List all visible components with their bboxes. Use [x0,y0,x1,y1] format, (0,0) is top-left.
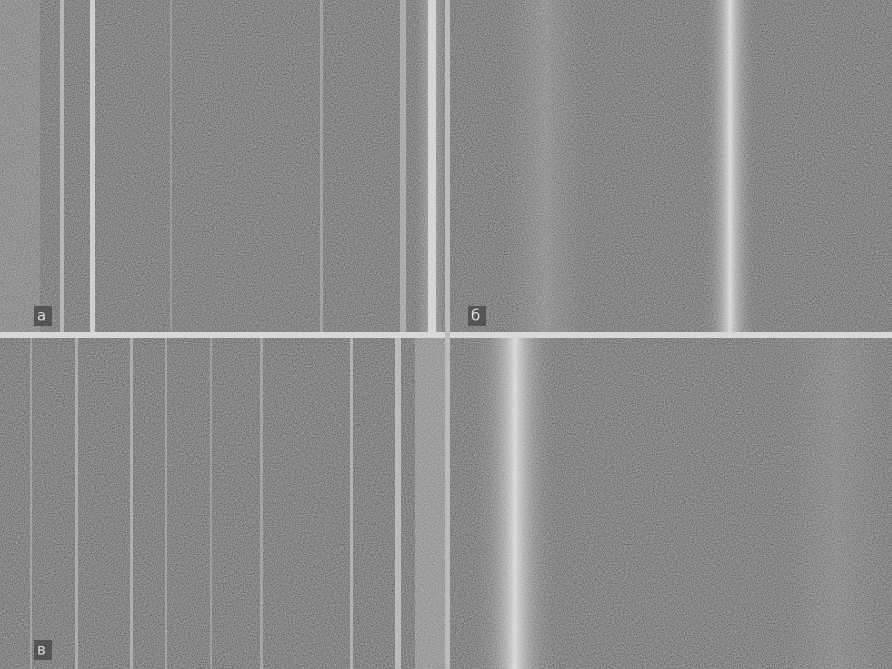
panel-c [0,336,448,669]
panel-label: б [471,307,480,325]
panel-label: а [37,307,46,325]
panel-label: в [37,641,46,659]
panel-divider [445,0,450,669]
panel-a [0,0,448,336]
micrograph-figure: а б в [0,0,892,669]
